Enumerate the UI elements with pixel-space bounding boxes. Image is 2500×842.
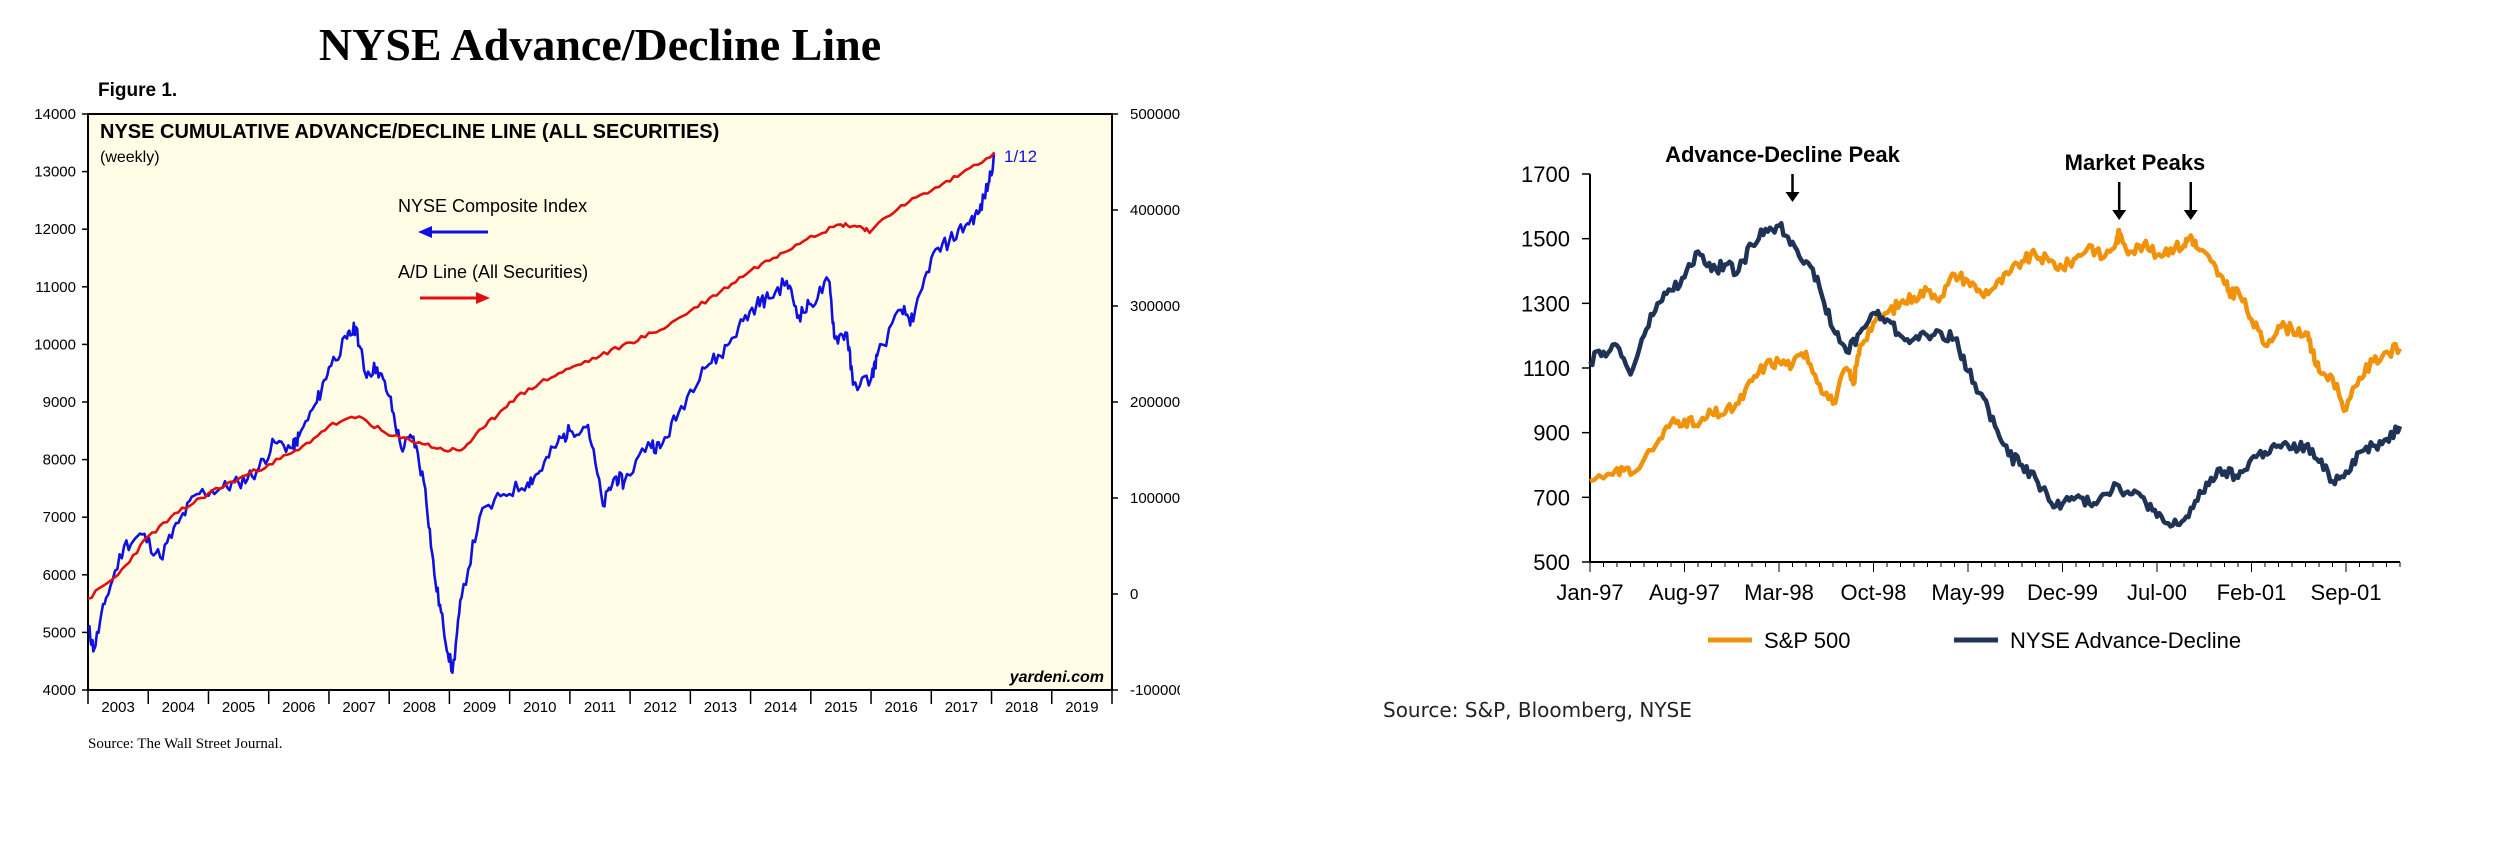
left-y-tick-label: 6000 bbox=[43, 567, 76, 584]
right-y-tick-label: 400000 bbox=[1130, 202, 1180, 219]
x-tick-label: 2004 bbox=[162, 699, 195, 716]
left-y-tick-label: 7000 bbox=[43, 509, 76, 526]
right-y-tick-label: 100000 bbox=[1130, 490, 1180, 507]
annotation-arrow-down-icon bbox=[2112, 210, 2127, 220]
y-tick-label: 1700 bbox=[1521, 162, 1570, 187]
y-tick-label: 900 bbox=[1533, 421, 1570, 446]
legend-arrow-left-icon bbox=[418, 226, 432, 238]
chart-subtitle: (weekly) bbox=[100, 149, 160, 166]
y-tick-label: 1500 bbox=[1521, 227, 1570, 252]
y-tick-label: 1100 bbox=[1523, 356, 1570, 381]
left-y-tick-label: 8000 bbox=[43, 452, 76, 469]
annotation-market-peaks: Market Peaks bbox=[2065, 150, 2206, 175]
x-tick-label: 2003 bbox=[101, 699, 134, 716]
annotation-arrow-down-icon bbox=[1785, 192, 1800, 202]
x-tick-label: 2005 bbox=[222, 699, 255, 716]
right-chart-source: Source: S&P, Bloomberg, NYSE bbox=[1383, 698, 1692, 722]
left-y-tick-label: 11000 bbox=[35, 279, 76, 296]
x-tick-label: Sep-01 bbox=[2311, 580, 2382, 605]
x-tick-label: 2014 bbox=[764, 699, 797, 716]
right-y-tick-label: -100000 bbox=[1130, 682, 1180, 699]
x-tick-label: 2006 bbox=[282, 699, 315, 716]
left-y-tick-label: 13000 bbox=[34, 164, 76, 181]
left-y-tick-label: 4000 bbox=[43, 682, 76, 699]
x-tick-label: Feb-01 bbox=[2217, 580, 2287, 605]
x-tick-label: Jan-97 bbox=[1556, 580, 1623, 605]
x-tick-label: 2012 bbox=[644, 699, 677, 716]
left-chart-source: Source: The Wall Street Journal. bbox=[88, 736, 283, 752]
legend-label-ad-line: A/D Line (All Securities) bbox=[398, 262, 588, 282]
left-y-tick-label: 12000 bbox=[34, 221, 76, 238]
x-tick-label: 2017 bbox=[945, 699, 978, 716]
series-line-nyse-ad bbox=[1588, 221, 2403, 529]
legend-label-nyse-ad: NYSE Advance-Decline bbox=[2010, 628, 2241, 653]
y-tick-label: 1300 bbox=[1521, 291, 1570, 316]
right-y-tick-label: 0 bbox=[1130, 586, 1138, 603]
figure-label: Figure 1. bbox=[98, 80, 178, 101]
y-tick-label: 700 bbox=[1533, 485, 1570, 510]
x-tick-label: 2019 bbox=[1065, 699, 1098, 716]
plot-area bbox=[87, 113, 1113, 691]
series-line-nyse-composite bbox=[87, 153, 996, 674]
x-tick-label: Dec-99 bbox=[2027, 580, 2098, 605]
ad-line-chart-left: 4000 5000 6000 7000 8000 9000 10000 11000 12000 1… bbox=[34, 106, 1180, 716]
watermark-text: yardeni.com bbox=[1009, 669, 1104, 686]
x-tick-label: May-99 bbox=[1931, 580, 2004, 605]
x-tick-label: Jul-00 bbox=[2127, 580, 2187, 605]
left-y-tick-label: 9000 bbox=[43, 394, 76, 411]
legend-arrow-right-icon bbox=[476, 292, 490, 304]
x-tick-label: 2013 bbox=[704, 699, 737, 716]
left-y-tick-label: 14000 bbox=[34, 106, 76, 123]
page-title: NYSE Advance/Decline Line bbox=[318, 19, 882, 70]
right-y-tick-label: 200000 bbox=[1130, 394, 1180, 411]
x-tick-label: 2018 bbox=[1005, 699, 1038, 716]
x-tick-label: 2010 bbox=[523, 699, 556, 716]
end-date-label: 1/12 bbox=[1004, 147, 1037, 166]
x-tick-label: Mar-98 bbox=[1744, 580, 1814, 605]
x-tick-label: 2011 bbox=[584, 699, 616, 716]
annotation-arrow-down-icon bbox=[2183, 210, 2198, 220]
left-y-tick-label: 5000 bbox=[43, 624, 76, 641]
x-tick-label: 2015 bbox=[824, 699, 857, 716]
left-y-tick-label: 10000 bbox=[34, 336, 76, 353]
legend-label-nyse-composite: NYSE Composite Index bbox=[398, 196, 587, 216]
legend-label-sp500: S&P 500 bbox=[1764, 628, 1850, 653]
x-tick-label: Oct-98 bbox=[1840, 580, 1906, 605]
right-y-tick-label: 500000 bbox=[1130, 106, 1180, 123]
series-line-sp500 bbox=[1589, 227, 2402, 484]
y-tick-label: 500 bbox=[1533, 550, 1570, 575]
annotation-ad-peak: Advance-Decline Peak bbox=[1665, 142, 1901, 167]
right-y-tick-label: 300000 bbox=[1130, 298, 1180, 315]
ad-line-chart-right: 500 700 900 1100 1300 1500 1700 Jan-97 Aug-97 Mar… bbox=[1521, 142, 2403, 653]
x-tick-label: 2009 bbox=[463, 699, 496, 716]
x-tick-label: 2007 bbox=[342, 699, 375, 716]
series-line-ad-line bbox=[87, 151, 996, 601]
x-tick-label: 2008 bbox=[403, 699, 436, 716]
x-tick-label: Aug-97 bbox=[1649, 580, 1720, 605]
chart-title: NYSE CUMULATIVE ADVANCE/DECLINE LINE (AL… bbox=[100, 121, 719, 143]
x-tick-label: 2016 bbox=[884, 699, 917, 716]
